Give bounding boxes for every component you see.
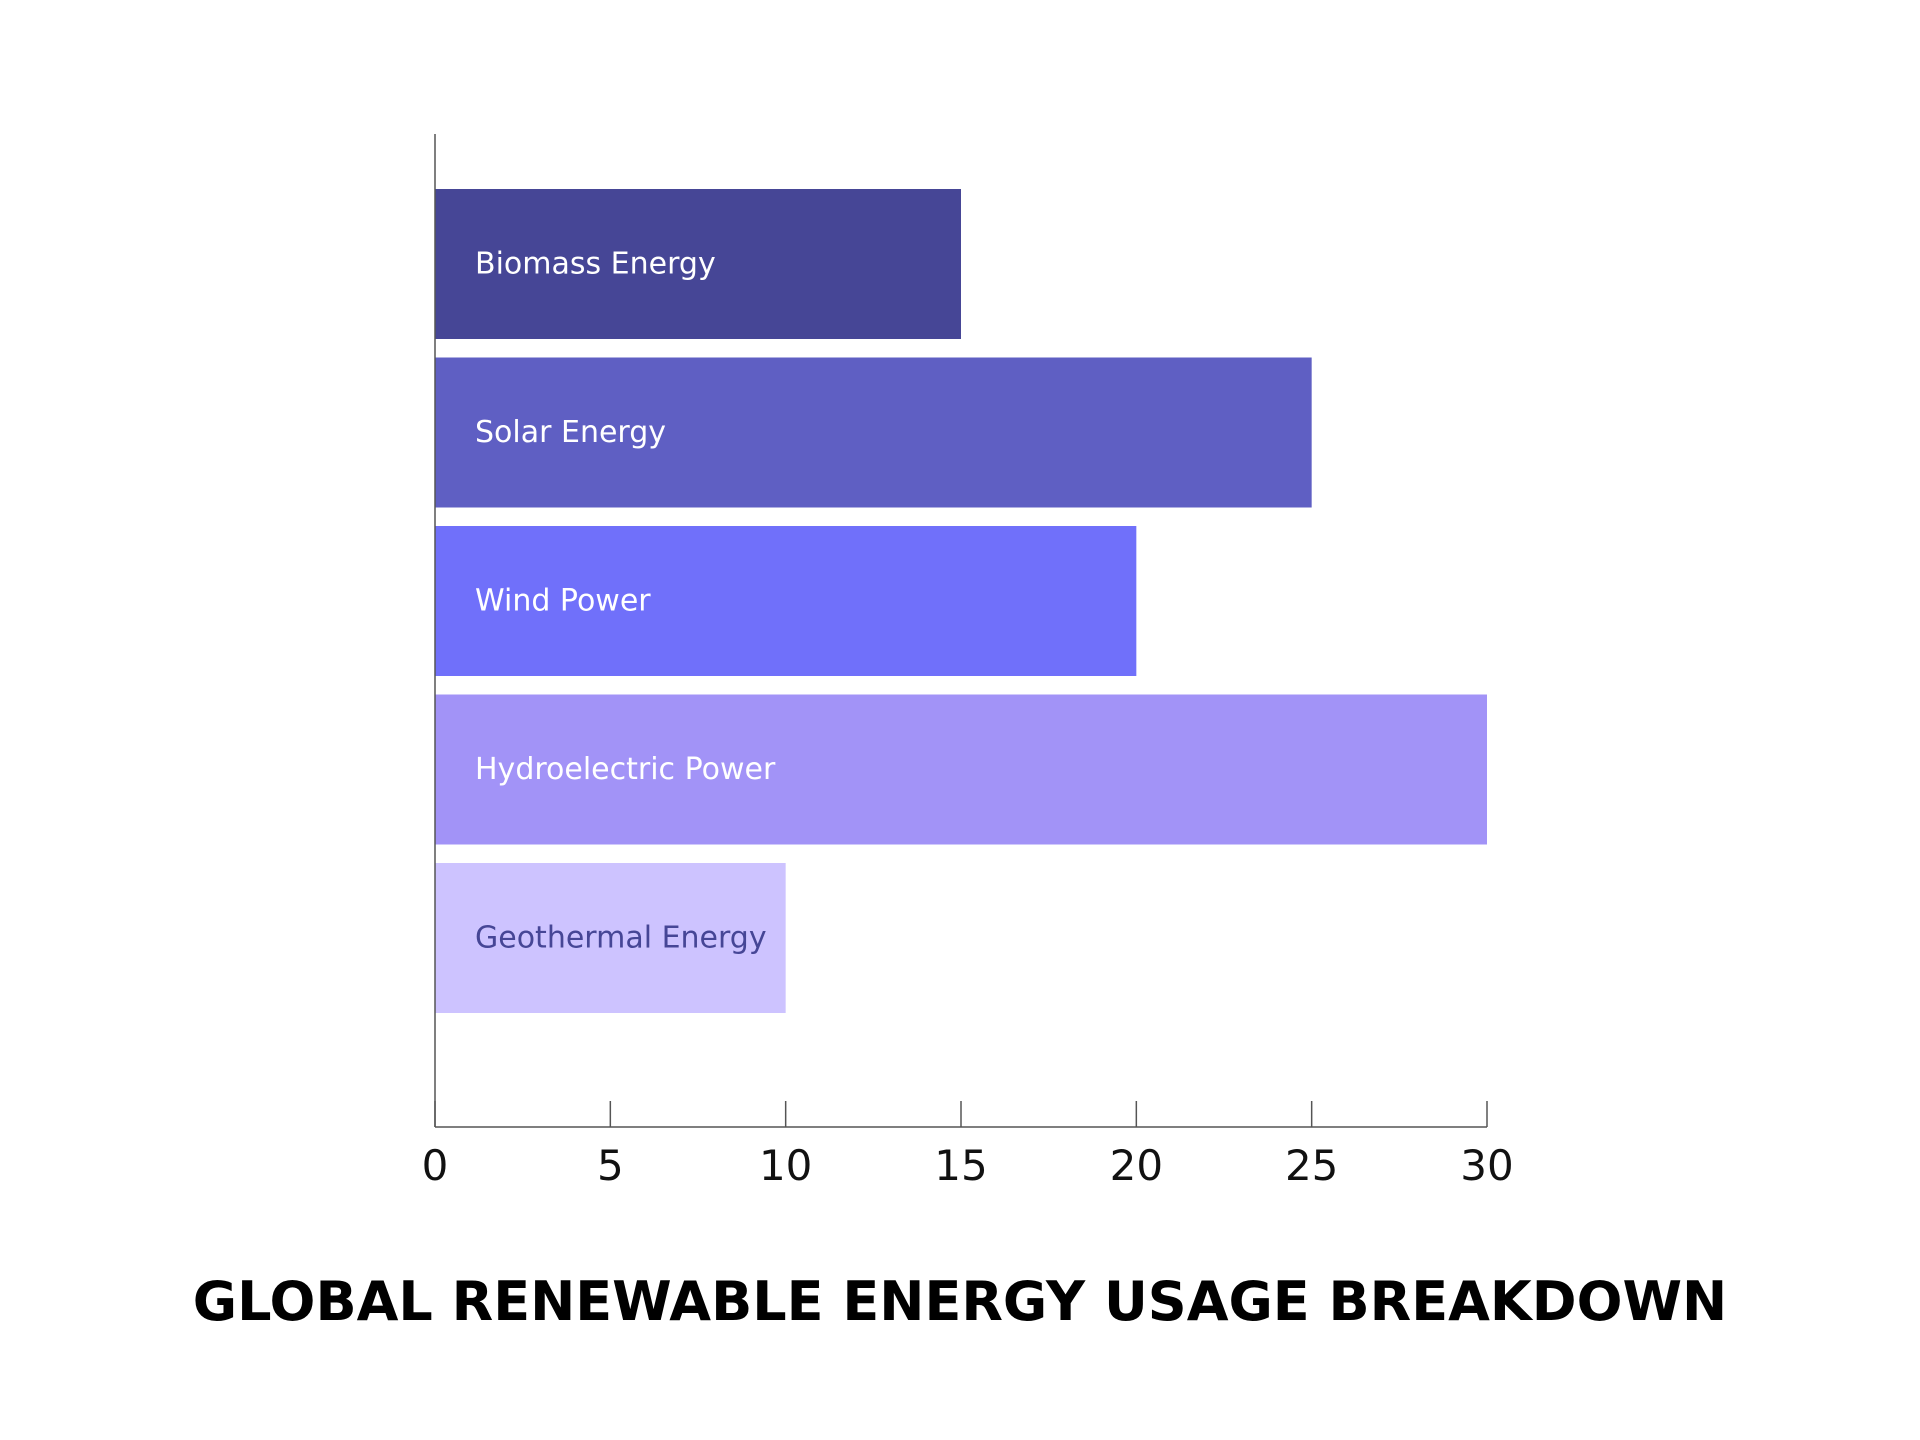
chart-title: GLOBAL RENEWABLE ENERGY USAGE BREAKDOWN [192, 1270, 1728, 1333]
x-tick-label: 5 [597, 1141, 624, 1190]
bar-wind-power [435, 526, 1137, 676]
x-tick-label: 10 [759, 1141, 812, 1190]
bar-label: Hydroelectric Power [475, 752, 776, 787]
bar-label: Solar Energy [475, 415, 666, 450]
bar-label: Geothermal Energy [475, 921, 767, 956]
bar-solar-energy [435, 357, 1312, 508]
bar-label: Biomass Energy [475, 247, 716, 282]
x-tick-label: 0 [422, 1141, 449, 1190]
bar-biomass-energy [435, 189, 961, 339]
bar-geothermal-energy [435, 863, 786, 1013]
bars-layer: Biomass Energy Solar Energy Wind Power Hydr… [435, 189, 1487, 1013]
x-tick-label: 15 [934, 1141, 987, 1190]
x-tick-label: 20 [1110, 1141, 1163, 1190]
x-tick-label: 30 [1460, 1141, 1513, 1190]
x-tick-label: 25 [1285, 1141, 1338, 1190]
ticks-layer: 0 5 10 15 20 25 30 [422, 1101, 1514, 1190]
bar-hydroelectric-power [435, 694, 1487, 845]
bar-label: Wind Power [475, 584, 651, 619]
